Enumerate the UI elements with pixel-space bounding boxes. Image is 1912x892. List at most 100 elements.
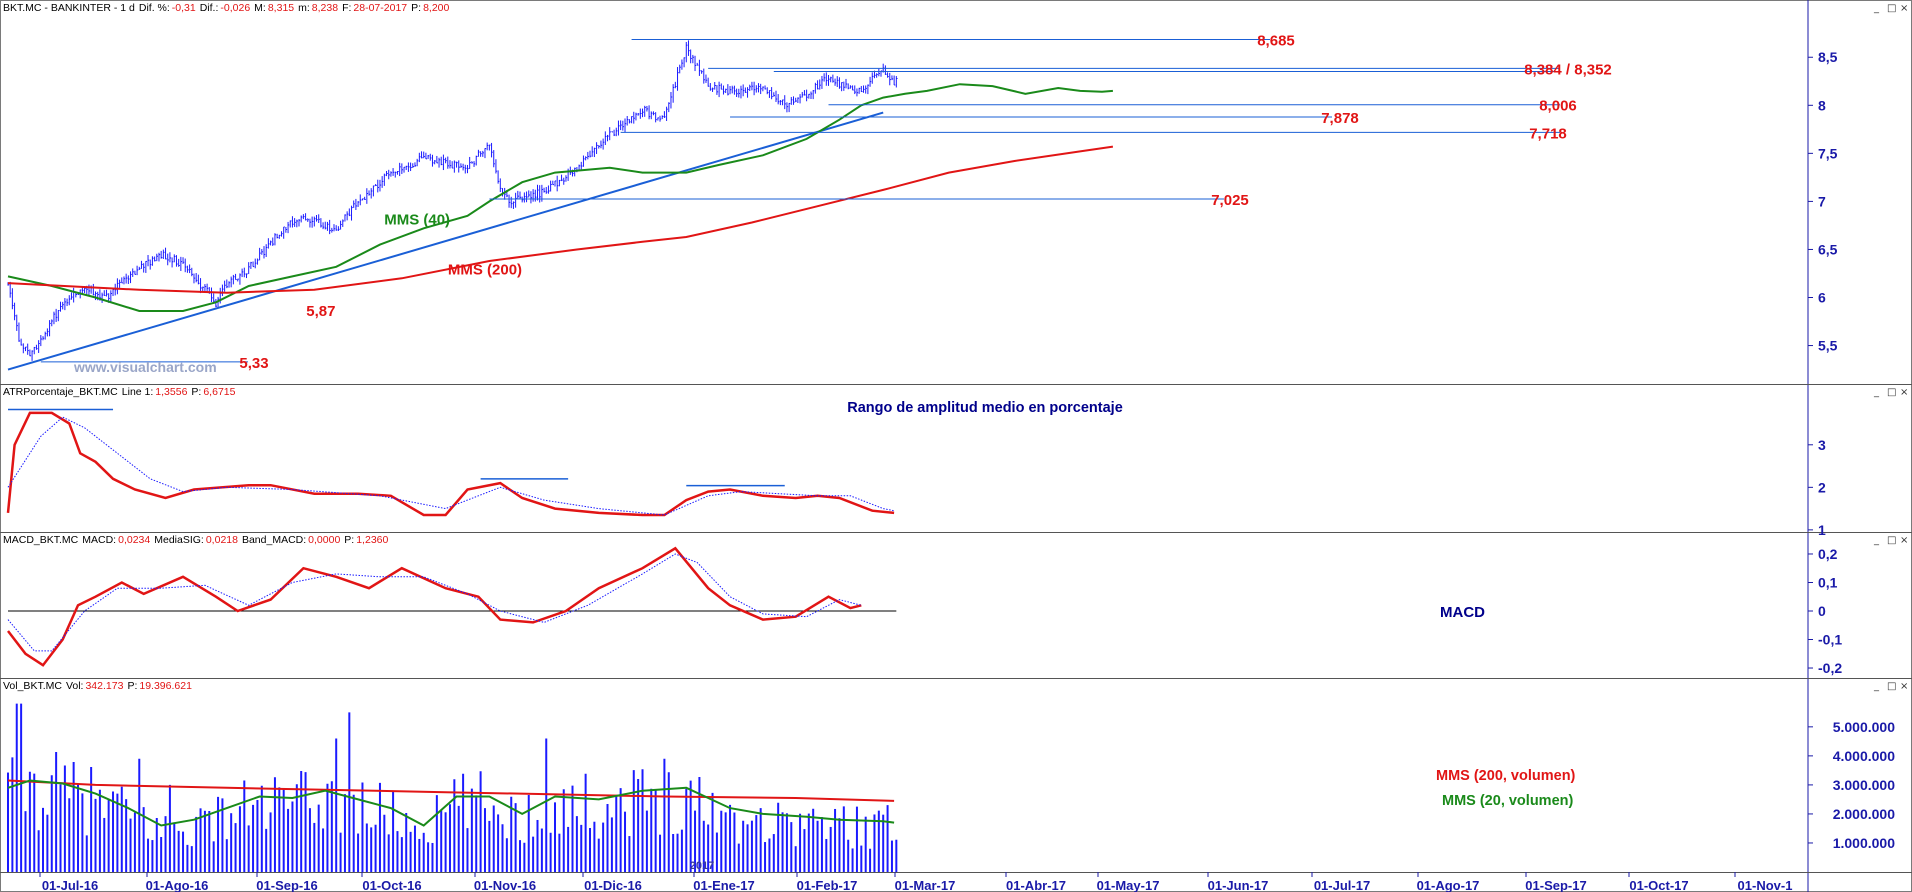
y-tick-label: 0,2 [1818,546,1838,562]
window-control-glyph: □ [1887,3,1896,14]
level-label: 7,718 [1529,125,1567,142]
y-tick-label: 6 [1818,290,1826,306]
field-label: MACD: [82,534,116,546]
series-line-mms200 [7,145,1114,294]
minimize-icon[interactable]: _ [1873,387,1880,398]
y-tick-label: 7 [1818,193,1826,209]
field-value: 6,6715 [203,386,235,398]
minimize-icon[interactable]: _ [1873,681,1880,692]
field-value: -0,31 [172,2,196,14]
atr-signal-line [7,416,895,516]
level-label: 8,685 [1257,32,1295,49]
window-control-glyph: _ [1873,535,1880,546]
x-tick-label: 01-May-17 [1097,878,1160,892]
trendline [7,111,884,371]
panel-header-text: BKT.MC - BANKINTER - 1 d Dif. %: -0,31 Dif.… [3,2,449,14]
price-panel: 8,685 8,384 / 8,352 8,006 7,878 7,718 7,025 5,… [7,32,1612,375]
level-label: 7,878 [1321,110,1359,127]
field-label: Dif. %: [139,2,170,14]
field-label: MediaSIG: [154,534,204,546]
x-tick-label: 01-Abr-17 [1006,878,1066,892]
y-tick-label: -0,1 [1818,632,1842,648]
field-value: 1,2360 [356,534,388,546]
x-tick-label: 01-Mar-17 [895,878,956,892]
field-label: P: [127,680,137,692]
field-label: P: [191,386,201,398]
window-control-glyph: × [1900,535,1908,546]
maximize-icon[interactable]: □ [1887,535,1896,546]
x-tick-label: 01-Feb-17 [797,878,858,892]
window-control-glyph: × [1900,681,1908,692]
series-label: MMS (20, volumen) [1442,793,1573,809]
series-line-mms40 [7,83,1113,312]
field-label: F: [342,2,351,14]
x-tick-label: 01-Oct-16 [362,878,421,892]
field-value: 19.396.621 [139,680,192,692]
field-label: Dif.: [200,2,219,14]
macd-label: MACD [1440,604,1485,621]
panel-header-price: BKT.MC - BANKINTER - 1 d Dif. %: -0,31 Dif.… [3,2,449,14]
level-label: 8,384 / 8,352 [1524,61,1612,78]
window-control-glyph: _ [1873,3,1880,14]
panel-header-macd: MACD_BKT.MC MACD: 0,0234 MediaSIG: 0,0218 Ban… [3,534,388,546]
y-tick-label: 2.000.000 [1833,806,1895,822]
field-label: Line 1: [122,386,154,398]
x-tick-label: 01-Oct-17 [1629,878,1688,892]
field-value: 8,200 [423,2,449,14]
y-tick-label: 3 [1818,437,1826,453]
field-value: 0,0000 [308,534,340,546]
macd-signal-line [7,553,862,652]
panel-header-volume: Vol_BKT.MC Vol: 342.173 P: 19.396.621 [3,680,192,692]
field-label: Vol: [66,680,84,692]
series-label: MMS (40) [384,212,450,229]
field-label: Band_MACD: [242,534,306,546]
y-tick-label: 4.000.000 [1833,748,1895,764]
watermark: www.visualchart.com [73,359,217,375]
volume-mms200-line [7,779,895,802]
x-tick-label: 01-Ago-16 [146,878,209,892]
panel-title: Vol_BKT.MC [3,680,62,692]
field-label: M: [254,2,266,14]
series-label: 5,87 [306,303,335,320]
field-value: 1,3556 [155,386,187,398]
level-label: 7,025 [1211,192,1249,209]
series-label: MMS (200, volumen) [1436,768,1576,784]
x-tick-label: 01-Nov-16 [474,878,536,892]
macd-line [7,546,862,667]
y-tick-label: 0,1 [1818,574,1838,590]
field-label: P: [344,534,354,546]
close-icon[interactable]: × [1900,535,1908,546]
close-icon[interactable]: × [1900,3,1908,14]
atr-panel: Rango de amplitud medio en porcentaje [6,400,1123,517]
panel-title: BKT.MC - BANKINTER - 1 d [3,2,135,14]
panel-title: ATRPorcentaje_BKT.MC [3,386,118,398]
y-tick-label: 2 [1818,479,1826,495]
macd-panel: MACD [7,546,1485,667]
series-label: MMS (200) [448,262,522,279]
maximize-icon[interactable]: □ [1887,387,1896,398]
y-tick-label: 6,5 [1818,241,1838,257]
window-control-glyph: □ [1887,535,1896,546]
y-tick-label: 7,5 [1818,145,1838,161]
x-tick-label: 01-Ago-17 [1417,878,1480,892]
y-tick-label: 1 [1818,522,1826,538]
window-control-glyph: □ [1887,387,1896,398]
panel-title: Rango de amplitud medio en porcentaje [847,400,1123,416]
x-tick-label: 01-Sep-17 [1525,878,1586,892]
close-icon[interactable]: × [1900,387,1908,398]
minimize-icon[interactable]: _ [1873,535,1880,546]
maximize-icon[interactable]: □ [1887,3,1896,14]
y-tick-label: -0,2 [1818,660,1842,676]
panel-title: MACD_BKT.MC [3,534,79,546]
window-control-glyph: × [1900,387,1908,398]
maximize-icon[interactable]: □ [1887,681,1896,692]
panel-header-atr: ATRPorcentaje_BKT.MC Line 1: 1,3556 P: 6,671… [3,386,236,398]
field-value: 0,0218 [206,534,238,546]
close-icon[interactable]: × [1900,681,1908,692]
y-tick-label: 5.000.000 [1833,719,1895,735]
x-tick-label: 01-Dic-16 [584,878,642,892]
y-tick-label: 8,5 [1818,49,1838,65]
panel-header-text: MACD_BKT.MC MACD: 0,0234 MediaSIG: 0,0218 Ban… [3,534,388,546]
minimize-icon[interactable]: _ [1873,3,1880,14]
